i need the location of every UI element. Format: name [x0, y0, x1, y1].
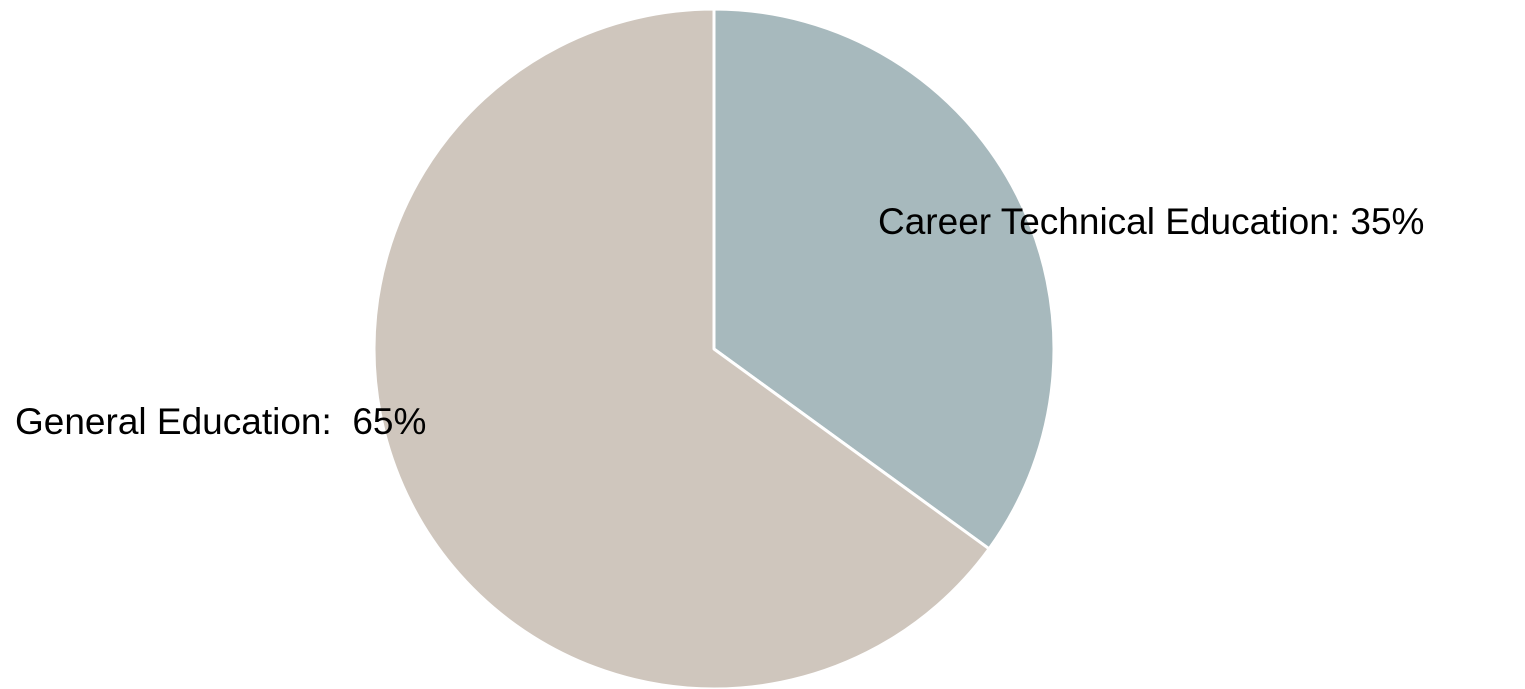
slice-label: General Education: 65%	[15, 401, 426, 442]
slice-label: Career Technical Education: 35%	[878, 201, 1424, 242]
pie-slice	[712, 7, 1056, 551]
pie-slice	[372, 7, 991, 689]
